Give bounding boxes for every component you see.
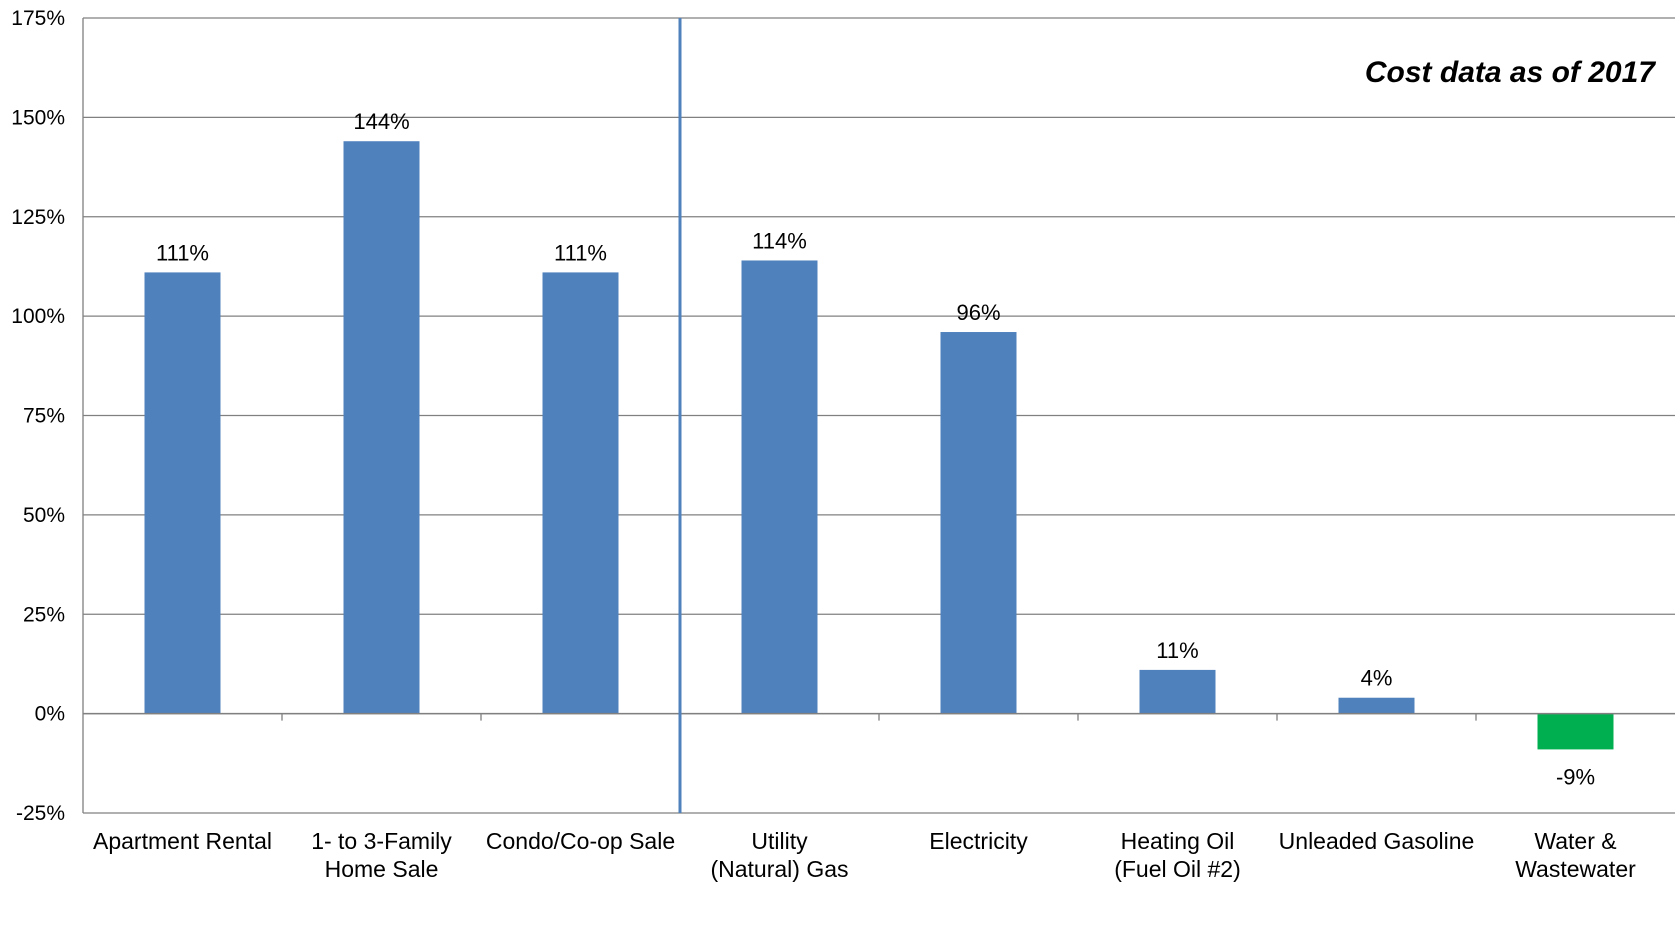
category-label: Unleaded Gasoline [1279,828,1475,854]
category-label: Apartment Rental [93,828,272,854]
y-tick-label: -25% [16,802,65,825]
y-tick-label: 75% [23,405,65,428]
category-label: Heating Oil (Fuel Oil #2) [1114,828,1241,882]
category-label-line: Utility [751,828,808,854]
category-label-line: 1- to 3-Family [311,828,452,854]
bar [144,272,221,714]
category-label-line: Unleaded Gasoline [1279,828,1475,854]
y-tick-label: 175% [11,7,65,30]
x-axis [83,712,1675,721]
category-label: 1- to 3-Family Home Sale [311,828,452,882]
bar [940,332,1017,714]
category-label-line: Home Sale [325,856,439,882]
category-label: Electricity [929,828,1028,854]
data-label: 111% [156,240,209,265]
data-label: 96% [956,300,1000,325]
data-label: 4% [1361,666,1393,691]
category-label-line: Apartment Rental [93,828,272,854]
bar [542,272,619,714]
y-axis: -25% 0% 25% 50% 75% 100% 125% 150% 175% [11,7,84,825]
y-tick-label: 50% [23,504,65,527]
bar [343,141,420,714]
category-label: Utility (Natural) Gas [710,828,848,882]
bar [1338,697,1415,714]
bar [1139,669,1216,714]
category-label-line: Wastewater [1515,856,1636,882]
bar [1537,713,1614,750]
y-tick-label: 0% [35,703,65,726]
category-label: Water & Wastewater [1515,828,1636,882]
bars [144,141,1614,750]
data-label: -9% [1556,764,1595,789]
gridlines [83,17,1675,814]
category-label-line: (Fuel Oil #2) [1114,856,1241,882]
category-label-line: (Natural) Gas [710,856,848,882]
y-tick-label: 100% [11,305,65,328]
y-tick-label: 125% [11,206,65,229]
category-label-line: Condo/Co-op Sale [486,828,675,854]
category-label-line: Heating Oil [1121,828,1235,854]
bar [741,260,818,714]
data-label: 144% [353,109,409,134]
data-label: 111% [554,240,607,265]
y-tick-label: 25% [23,603,65,626]
category-labels: Apartment Rental 1- to 3-Family Home Sale C… [93,828,1636,882]
chart-annotation: Cost data as of 2017 [1365,56,1656,89]
data-label: 114% [752,228,807,253]
data-label: 11% [1156,638,1198,663]
category-label-line: Water & [1534,828,1616,854]
y-tick-label: 150% [11,106,65,129]
category-label: Condo/Co-op Sale [486,828,675,854]
data-labels: 111% 144% 111% 114% 96% 11% 4% -9% [156,109,1595,789]
category-label-line: Electricity [929,828,1028,854]
